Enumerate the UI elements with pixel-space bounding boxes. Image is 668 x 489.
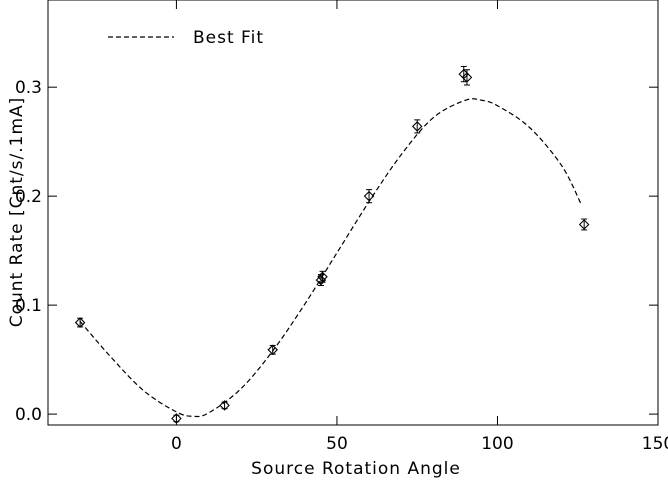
legend-label: Best Fit	[193, 28, 264, 48]
best-fit-layer	[79, 98, 582, 418]
data-point	[171, 413, 182, 424]
legend: Best Fit	[108, 28, 264, 48]
x-tick-label: 0	[171, 434, 182, 454]
y-tick-label: 0.1	[15, 296, 42, 316]
diamond-marker	[411, 121, 423, 132]
y-tick-label: 0.0	[15, 405, 42, 425]
data-point	[74, 317, 86, 328]
diamond-marker	[363, 190, 375, 202]
data-point	[578, 218, 590, 231]
data-point	[411, 119, 423, 134]
diamond-marker	[171, 413, 182, 424]
data-point	[267, 344, 279, 356]
y-axis-ticks: 0.0 0.1 0.2 0.3	[15, 78, 658, 425]
y-tick-label: 0.3	[15, 78, 42, 98]
x-axis-title: Source Rotation Angle	[251, 459, 461, 479]
plot-frame	[47, 0, 659, 426]
diamond-marker	[317, 271, 328, 283]
data-point	[363, 189, 375, 204]
y-axis-title: Count Rate [Cnt/s/.1mA]	[7, 97, 27, 328]
x-tick-label: 100	[481, 434, 513, 454]
x-axis-ticks: 0 50 100 150	[171, 0, 668, 454]
best-fit-line	[79, 98, 582, 418]
diamond-marker	[74, 317, 86, 328]
diamond-marker	[461, 72, 473, 83]
x-tick-label: 50	[326, 434, 348, 454]
diamond-marker	[267, 344, 279, 356]
data-points-layer	[74, 65, 590, 424]
data-point	[461, 69, 473, 86]
diamond-marker	[219, 400, 230, 411]
x-tick-label: 150	[642, 434, 668, 454]
y-tick-label: 0.2	[15, 187, 42, 207]
data-point	[219, 400, 230, 411]
diamond-marker	[578, 219, 590, 230]
data-point	[317, 270, 328, 283]
diamond-marker	[315, 274, 327, 286]
